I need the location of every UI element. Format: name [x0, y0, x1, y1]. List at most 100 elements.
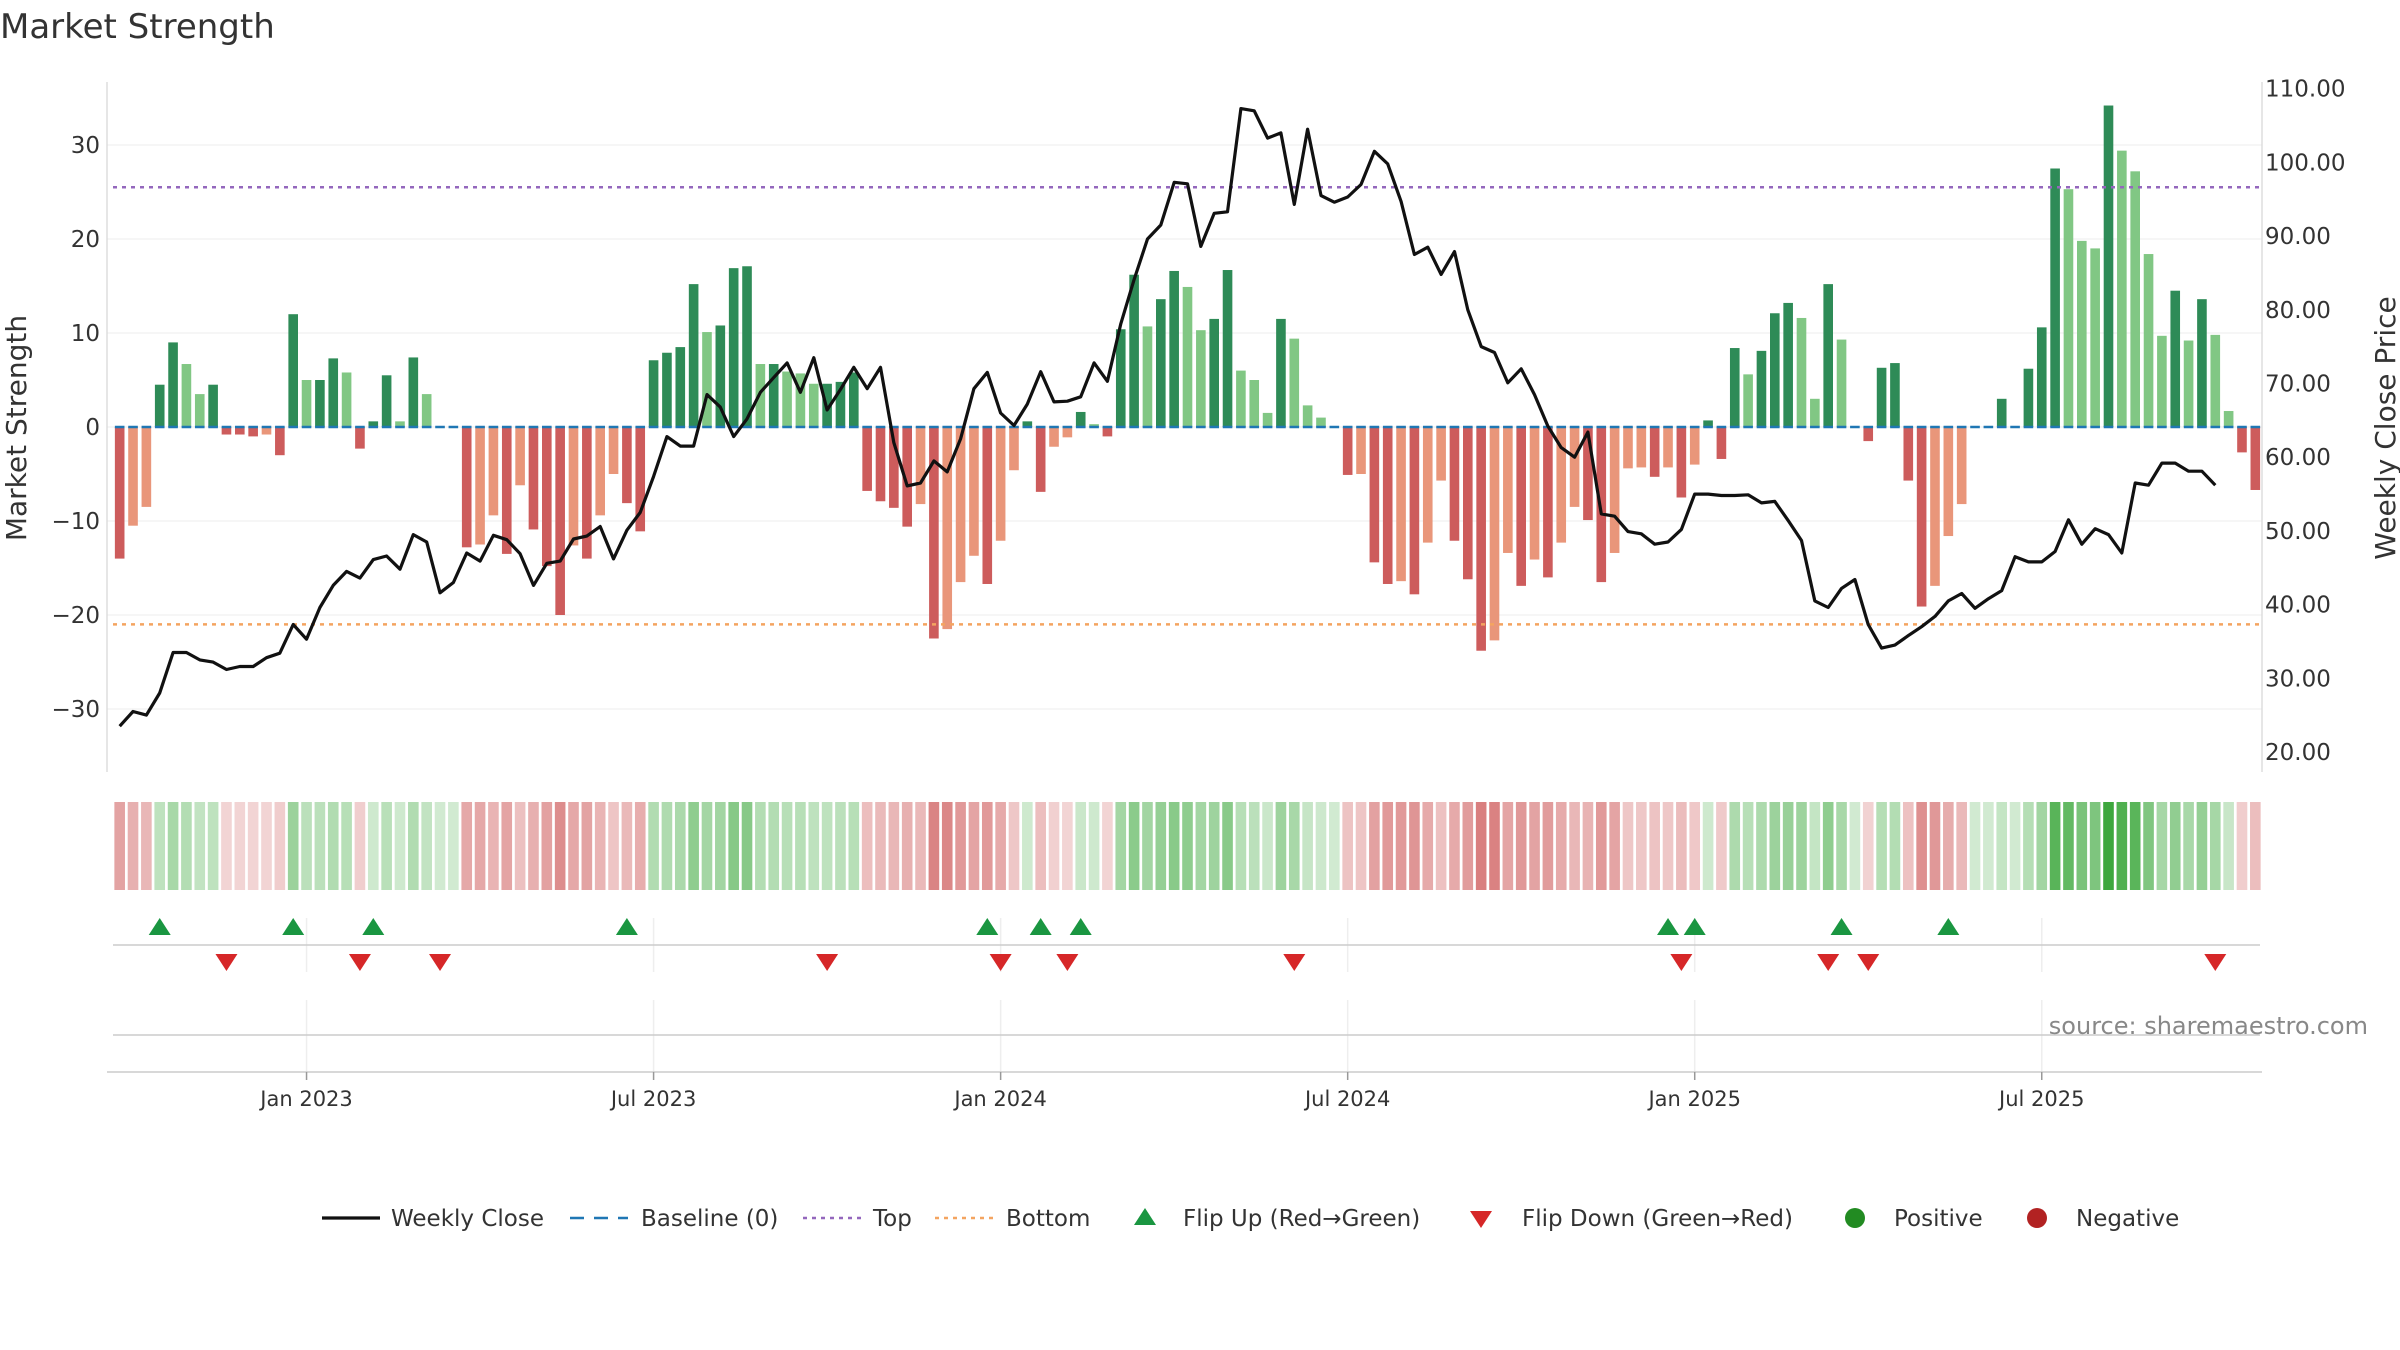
strength-bar-negative	[1663, 427, 1673, 468]
flip-up-marker	[1830, 918, 1853, 935]
legend-label: Weekly Close	[391, 1206, 544, 1232]
flip-down-marker	[348, 954, 371, 971]
strength-bar-negative	[355, 427, 365, 449]
heat-cell	[1475, 802, 1487, 890]
heat-cell	[1916, 802, 1927, 890]
heat-cell	[701, 802, 713, 890]
strength-bar-negative	[1689, 427, 1700, 465]
heat-cell	[2156, 802, 2168, 890]
strength-bar-positive	[2117, 150, 2127, 427]
heat-cell	[674, 802, 686, 890]
heat-cell	[1222, 802, 1233, 890]
strength-bar-negative	[608, 427, 619, 474]
strength-bar-positive	[768, 364, 779, 427]
left-tick-label: −30	[51, 697, 100, 723]
strength-bar-positive	[1876, 367, 1887, 427]
heat-cell	[1115, 802, 1127, 890]
strength-bar-negative	[2237, 427, 2247, 453]
legend-label: Negative	[2076, 1206, 2179, 1232]
x-tick-label: Jul 2023	[609, 1087, 696, 1111]
left-axis-label: Market Strength	[0, 315, 33, 541]
heat-cell	[1555, 802, 1567, 890]
heat-cell	[448, 802, 459, 890]
legend-label: Positive	[1894, 1206, 1983, 1232]
strength-bar-negative	[1342, 427, 1353, 475]
flip-up-marker	[1683, 918, 1706, 935]
heat-cell	[1248, 802, 1260, 890]
heat-cell	[2023, 802, 2034, 890]
strength-bar-positive	[168, 342, 178, 427]
heat-cell	[1836, 802, 1847, 890]
right-axis-label: Weekly Close Price	[2369, 296, 2400, 559]
heat-cell	[1088, 802, 1100, 890]
heat-cell	[715, 802, 726, 890]
heat-cell	[354, 802, 366, 890]
heat-cell	[1822, 802, 1834, 890]
heat-cell	[1595, 802, 1607, 890]
heat-cell	[1342, 802, 1353, 890]
heat-cell	[1769, 802, 1781, 890]
strength-bar-negative	[1489, 427, 1500, 641]
strength-bar-positive	[1222, 270, 1233, 427]
heat-cell	[915, 802, 926, 890]
strength-bar-negative	[1049, 427, 1059, 447]
strength-bar-negative	[1462, 427, 1473, 580]
strength-bar-positive	[1796, 317, 1807, 427]
strength-bar-positive	[208, 384, 218, 427]
strength-bar-positive	[1810, 398, 1820, 427]
heat-cell	[127, 802, 139, 890]
heat-cell	[2183, 802, 2194, 890]
strength-bar-negative	[1382, 427, 1393, 584]
heat-cell	[875, 802, 886, 890]
heat-cell	[2063, 802, 2074, 890]
strength-bar-negative	[1035, 427, 1046, 492]
strength-bar-positive	[1783, 302, 1793, 427]
strength-bar-positive	[1769, 313, 1780, 427]
heat-cell	[1729, 802, 1741, 890]
x-tick-label: Jan 2023	[258, 1087, 353, 1111]
right-tick-label: 80.00	[2265, 298, 2331, 324]
flip-up-marker	[282, 918, 305, 935]
strength-bar-negative	[889, 427, 899, 508]
heat-cell	[1796, 802, 1807, 890]
strength-bar-positive	[702, 332, 712, 427]
left-axis-ticks: 30 20 10 0 −10 −20 −30	[51, 133, 100, 723]
heat-cell	[1168, 802, 1180, 890]
strength-bar-negative	[1916, 427, 1927, 607]
heat-cell	[1969, 802, 1981, 890]
heat-cell	[1742, 802, 1754, 890]
heat-cell	[1809, 802, 1821, 890]
heat-cell	[848, 802, 860, 890]
legend-positive-swatch	[1845, 1208, 1865, 1228]
heat-cell	[167, 802, 179, 890]
strength-bar-negative	[915, 427, 926, 505]
heat-cell	[755, 802, 766, 890]
legend-negative-swatch	[2027, 1208, 2047, 1228]
strength-bar-positive	[2197, 299, 2207, 427]
right-tick-label: 100.00	[2265, 150, 2345, 176]
heat-cell	[2169, 802, 2181, 890]
flip-down-marker	[2204, 954, 2227, 971]
strength-bar-positive	[2076, 240, 2087, 427]
heat-cell	[1515, 802, 1527, 890]
strength-bar-negative	[475, 427, 485, 545]
heat-cell	[861, 802, 873, 890]
strength-bar-positive	[2050, 168, 2060, 427]
strength-bar-positive	[194, 394, 205, 427]
strength-bar-positive	[421, 394, 432, 427]
strength-bar-negative	[1676, 427, 1687, 498]
heat-cell	[888, 802, 900, 890]
heat-cell	[541, 802, 553, 890]
heat-cell	[968, 802, 980, 890]
heat-cell	[301, 802, 312, 890]
heat-cell	[1182, 802, 1193, 890]
heat-cell	[1288, 802, 1300, 890]
strength-bar-positive	[1022, 421, 1033, 427]
strength-bar-positive	[662, 352, 672, 427]
strength-bar-positive	[301, 380, 312, 427]
strength-bar-negative	[902, 427, 913, 527]
heat-cell	[1649, 802, 1660, 890]
heat-cell	[728, 802, 739, 890]
right-tick-label: 90.00	[2265, 224, 2331, 250]
heat-cell	[1355, 802, 1367, 890]
